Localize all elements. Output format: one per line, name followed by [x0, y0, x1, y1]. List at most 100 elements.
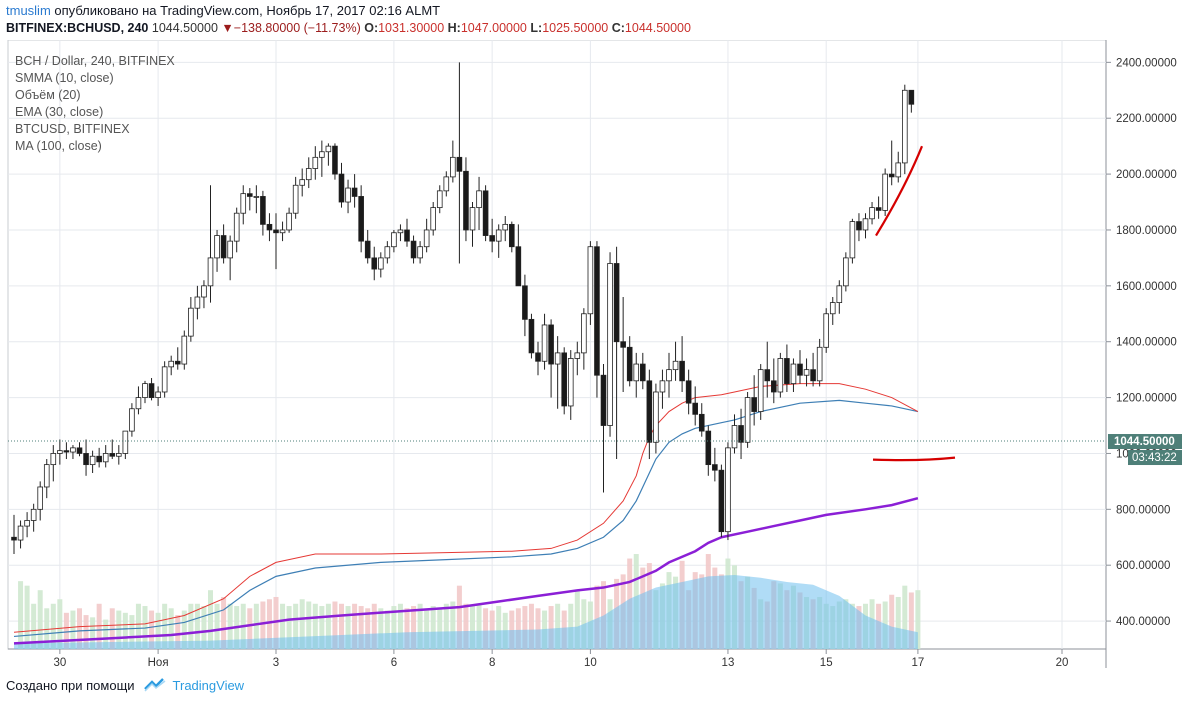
candle-body — [843, 257, 849, 287]
candle-body — [810, 369, 816, 382]
volume-bar — [221, 596, 227, 649]
candle-body — [548, 324, 554, 365]
author-link[interactable]: tmuslim — [6, 3, 51, 18]
volume-bar — [358, 606, 364, 649]
volume-bar — [227, 603, 233, 649]
volume-bar — [332, 601, 338, 649]
candle-body — [829, 302, 836, 315]
volume-bar — [365, 608, 371, 649]
candle-body — [581, 313, 587, 354]
volume-bar — [908, 592, 914, 649]
open-value: 1031.30000 — [378, 21, 445, 35]
volume-bar — [253, 603, 259, 649]
x-tick-label: 17 — [912, 657, 925, 668]
volume-bar — [378, 608, 384, 649]
candle-body — [430, 207, 436, 231]
candle-body — [607, 263, 613, 426]
x-tick-label: 15 — [820, 657, 833, 668]
volume-bar — [594, 585, 600, 649]
volume-bar — [895, 596, 901, 649]
volume-bar — [129, 615, 135, 649]
candle-body — [233, 212, 240, 242]
candle-body — [102, 453, 109, 463]
volume-bar — [417, 603, 423, 649]
volume-bar — [168, 608, 174, 649]
candle-body — [122, 430, 129, 454]
candle-body — [849, 221, 856, 259]
candle-body — [391, 232, 397, 248]
tradingview-link[interactable]: TradingView — [172, 677, 245, 693]
volume-ma-area — [14, 574, 918, 649]
open-key: O: — [364, 21, 379, 35]
candle-body — [397, 229, 404, 234]
candle-body — [227, 240, 233, 259]
x-tick-label: 6 — [391, 657, 397, 668]
volume-bar — [155, 612, 161, 649]
volume-bar — [430, 606, 436, 649]
volume-bar — [489, 610, 495, 649]
volume-bar — [319, 606, 325, 649]
footer: Создано при помощи TradingView — [6, 677, 244, 693]
candle-body — [771, 380, 777, 393]
volume-bar — [96, 603, 102, 649]
candle-body — [260, 196, 266, 225]
candle-body — [862, 218, 869, 231]
candle-body — [646, 380, 653, 443]
volume-bar — [135, 603, 141, 649]
volume-bar — [18, 581, 24, 649]
volume-bar — [188, 603, 194, 649]
volume-bar — [162, 603, 168, 649]
candle-body — [482, 190, 489, 236]
y-tick-label: 1400.00000 — [1116, 337, 1177, 349]
candle-body — [653, 391, 659, 443]
candle-body — [188, 307, 194, 337]
candle-body — [417, 246, 423, 259]
candle-body — [836, 285, 843, 303]
x-tick-label: 10 — [584, 657, 597, 668]
price-chart[interactable]: 400.00000600.00000800.000001000.00000120… — [0, 40, 1184, 668]
volume-bar — [437, 608, 443, 649]
volume-bar — [194, 603, 200, 649]
x-tick-label: 30 — [53, 657, 66, 668]
candle-body — [299, 179, 305, 186]
legend-item: Объём (20) — [15, 88, 81, 102]
candle-body — [640, 363, 646, 382]
volume-bar — [63, 612, 69, 649]
x-tick-label: Ноя — [148, 657, 169, 668]
candle-body — [574, 352, 581, 359]
volume-bar — [424, 610, 430, 649]
candle-body — [37, 486, 43, 510]
candle-body — [17, 525, 24, 541]
candle-body — [240, 193, 247, 214]
candle-body — [155, 391, 161, 398]
candle-body — [207, 257, 214, 287]
drawing-curve-flat — [872, 456, 956, 462]
candle-body — [705, 430, 712, 466]
candle-body — [764, 369, 771, 382]
candle-body — [489, 235, 495, 242]
volume-bar — [286, 606, 292, 649]
candle-body — [96, 455, 102, 463]
candle-body — [351, 187, 358, 197]
candle-body — [11, 536, 17, 541]
y-tick-label: 1200.00000 — [1116, 393, 1177, 405]
volume-bar — [293, 603, 299, 649]
volume-bar — [601, 581, 606, 649]
candle-body — [672, 360, 679, 371]
volume-bar — [450, 601, 456, 649]
candle-body — [76, 447, 83, 454]
candle-body — [875, 207, 882, 211]
candle-body — [757, 369, 764, 412]
candle-body — [135, 397, 142, 410]
candle-body — [528, 318, 535, 354]
candle-body — [404, 229, 410, 242]
volume-bar — [325, 603, 331, 649]
y-tick-label: 2400.00000 — [1116, 57, 1177, 69]
candle-body — [463, 170, 469, 231]
candle-body — [908, 89, 915, 105]
volume-bar — [902, 585, 908, 649]
candle-body — [181, 335, 188, 365]
volume-bar — [214, 603, 220, 649]
legend-item: BCH / Dollar, 240, BITFINEX — [15, 54, 175, 68]
candle-body — [161, 366, 168, 393]
